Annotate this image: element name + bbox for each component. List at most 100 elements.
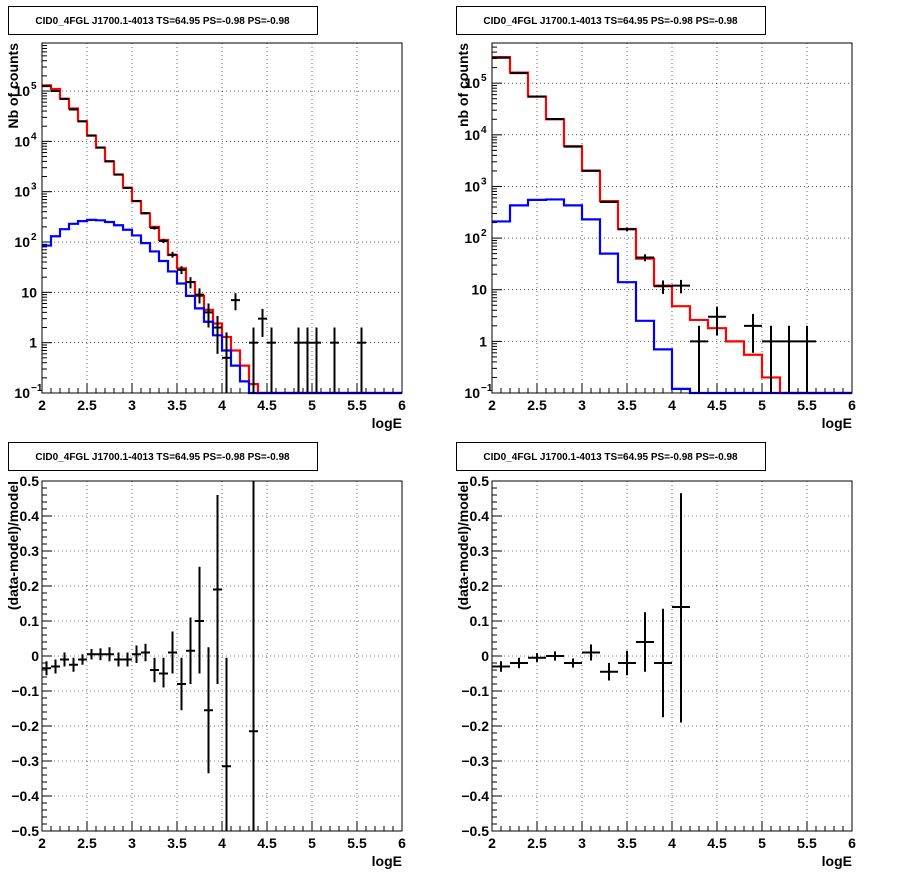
- y-tick-label: 0.4: [470, 508, 490, 524]
- x-tick-label: 2: [38, 835, 46, 851]
- x-tick-label: 4.5: [257, 835, 277, 851]
- data-point: [114, 652, 123, 667]
- data-point: [618, 227, 636, 232]
- title-box: [8, 6, 318, 35]
- y-tick-label: 10: [464, 230, 480, 246]
- data-point: [159, 657, 168, 688]
- x-tick-label: 5: [308, 397, 316, 413]
- x-tick-label: 3: [128, 397, 136, 413]
- y-tick-label: −0.2: [461, 718, 489, 734]
- data-point: [636, 254, 654, 262]
- data-point: [213, 315, 222, 354]
- x-axis-title: logE: [372, 415, 402, 431]
- data-point: [249, 327, 258, 393]
- data-point: [69, 657, 78, 672]
- data-point: [141, 643, 150, 662]
- data-point: [600, 663, 618, 681]
- data-point: [231, 293, 240, 311]
- y-axis-title: Nb of counts: [5, 43, 21, 129]
- x-axis-title: logE: [822, 415, 852, 431]
- data-point: [708, 306, 726, 336]
- y-tick-exponent: 2: [481, 228, 487, 239]
- data-point: [123, 186, 132, 189]
- data-point: [510, 657, 528, 669]
- y-tick-label: 0.4: [20, 508, 40, 524]
- data-point: [744, 313, 762, 353]
- data-point: [672, 279, 690, 294]
- x-tick-label: 2.5: [527, 397, 547, 413]
- chart-panel-4: CID0_4FGL J1700.1-4013 TS=64.95 PS=-0.98…: [455, 442, 856, 869]
- chart-title: CID0_4FGL J1700.1-4013 TS=64.95 PS=-0.98…: [483, 452, 738, 463]
- data-point: [249, 481, 258, 831]
- data-point: [123, 652, 132, 667]
- y-tick-exponent: 2: [31, 232, 37, 243]
- x-tick-label: 6: [848, 835, 856, 851]
- title-box: [456, 6, 766, 35]
- data-point: [600, 200, 618, 204]
- x-tick-label: 6: [398, 835, 406, 851]
- x-tick-label: 3: [128, 835, 136, 851]
- y-tick-label: −0.5: [11, 823, 39, 839]
- x-tick-label: 3.5: [167, 835, 187, 851]
- y-tick-label: −0.3: [11, 753, 39, 769]
- x-tick-label: 4.5: [707, 835, 727, 851]
- y-axis-title: (data-model)/model: [5, 481, 21, 610]
- y-tick-label: −0.5: [461, 823, 489, 839]
- data-point: [60, 652, 69, 667]
- x-tick-label: 4.5: [707, 397, 727, 413]
- y-tick-label: 1: [29, 335, 37, 351]
- data-point: [312, 327, 321, 393]
- y-axis-title: (data-model)/model: [455, 481, 471, 610]
- x-tick-label: 5: [758, 397, 766, 413]
- y-tick-label: 10: [14, 83, 30, 99]
- y-tick-label: 10: [471, 282, 487, 298]
- title-box: [8, 442, 318, 471]
- data-point: [150, 657, 159, 683]
- data-point: [528, 653, 546, 663]
- data-point: [294, 327, 303, 393]
- data-point: [87, 649, 96, 660]
- plot-frame: [41, 480, 403, 832]
- y-tick-label: −0.2: [11, 718, 39, 734]
- chart-panel-3: CID0_4FGL J1700.1-4013 TS=64.95 PS=-0.98…: [5, 442, 406, 869]
- data-point: [132, 645, 141, 663]
- chart-title: CID0_4FGL J1700.1-4013 TS=64.95 PS=-0.98…: [35, 452, 290, 463]
- x-tick-label: 2: [38, 397, 46, 413]
- data-point: [132, 199, 141, 202]
- data-point: [267, 327, 276, 393]
- data-point: [42, 661, 51, 676]
- x-tick-label: 3.5: [617, 835, 637, 851]
- data-point: [618, 650, 636, 676]
- y-tick-label: 10: [464, 75, 480, 91]
- y-tick-label: 10: [14, 184, 30, 200]
- y-tick-label: 0: [481, 648, 489, 664]
- data-point: [213, 495, 222, 684]
- x-tick-label: 2.5: [77, 835, 97, 851]
- x-axis-title: logE: [822, 853, 852, 869]
- data-point: [762, 325, 780, 393]
- data-point: [690, 325, 708, 393]
- x-tick-label: 5.5: [347, 397, 367, 413]
- plot-frame: [41, 42, 403, 394]
- y-tick-label: 10: [14, 234, 30, 250]
- y-tick-exponent: 3: [481, 176, 487, 187]
- x-tick-label: 2.5: [527, 835, 547, 851]
- y-tick-exponent: 4: [31, 131, 37, 142]
- data-point: [177, 657, 186, 711]
- data-point: [159, 238, 168, 244]
- data-point: [114, 173, 123, 176]
- data-point: [168, 251, 177, 258]
- y-tick-label: 0.2: [470, 578, 490, 594]
- data-point: [303, 327, 312, 393]
- data-point: [168, 631, 177, 674]
- x-tick-label: 3.5: [617, 397, 637, 413]
- data-point: [357, 327, 366, 393]
- data-point: [186, 277, 195, 289]
- y-tick-exponent: 5: [31, 81, 37, 92]
- x-tick-label: 4: [668, 835, 676, 851]
- y-tick-label: 0.2: [20, 578, 40, 594]
- title-box: [456, 442, 766, 471]
- x-tick-label: 2.5: [77, 397, 97, 413]
- y-tick-exponent: −1: [31, 383, 43, 394]
- y-tick-label: 10: [14, 133, 30, 149]
